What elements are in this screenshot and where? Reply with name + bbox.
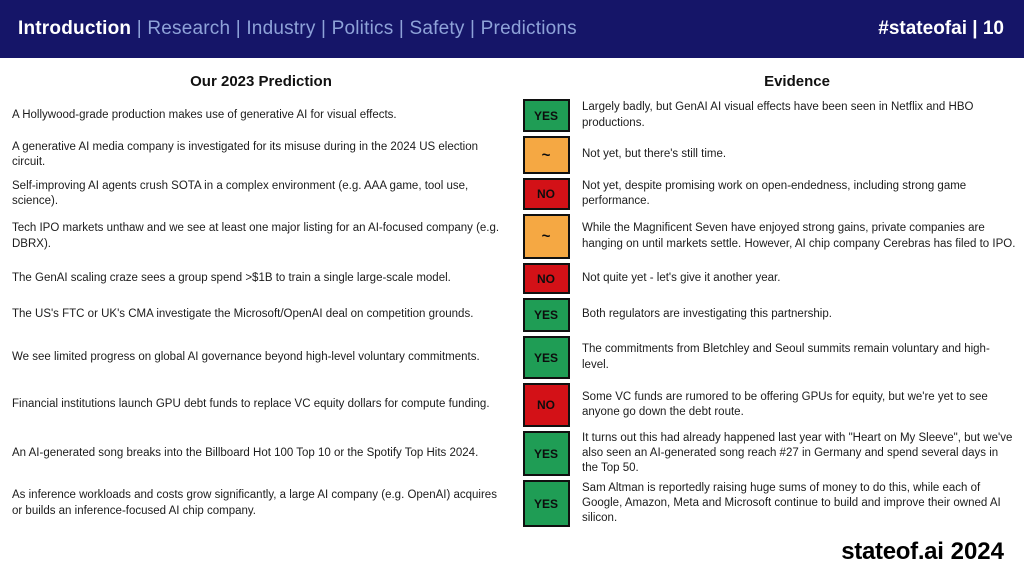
- evidence-text: The commitments from Bletchley and Seoul…: [582, 343, 990, 371]
- evidence-text: Not yet, but there's still time.: [582, 148, 727, 161]
- status-badge-cell: ~: [522, 212, 570, 261]
- prediction-text: As inference workloads and costs grow si…: [12, 489, 497, 517]
- status-badge: NO: [522, 383, 570, 427]
- evidence-text: Not quite yet - let's give it another ye…: [582, 271, 781, 284]
- nav-item-introduction[interactable]: Introduction: [18, 18, 132, 39]
- status-badge: YES: [522, 298, 570, 332]
- prediction-text: Self-improving AI agents crush SOTA in a…: [12, 179, 469, 207]
- prediction-column-header: Our 2023 Prediction: [190, 73, 332, 90]
- column-headers: Our 2023 Prediction Evidence: [0, 73, 1024, 90]
- footer-year: 2024: [950, 538, 1004, 565]
- nav-separator: |: [464, 18, 481, 39]
- nav-item-research[interactable]: Research: [147, 18, 231, 39]
- footer-brand: stateof.ai 2024: [841, 538, 1004, 566]
- status-badge: YES: [522, 431, 570, 476]
- status-badge: YES: [522, 480, 570, 527]
- table-row: An AI-generated song breaks into the Bil…: [0, 429, 1024, 478]
- status-badge-cell: NO: [522, 176, 570, 212]
- prediction-text: Tech IPO markets unthaw and we see at le…: [12, 222, 500, 250]
- prediction-text: The GenAI scaling craze sees a group spe…: [12, 271, 451, 284]
- table-row: Self-improving AI agents crush SOTA in a…: [0, 176, 1024, 212]
- status-badge: YES: [522, 336, 570, 379]
- table-row: Financial institutions launch GPU debt f…: [0, 381, 1024, 429]
- table-row: A generative AI media company is investi…: [0, 134, 1024, 176]
- evidence-text: Both regulators are investigating this p…: [582, 308, 832, 321]
- table-row: We see limited progress on global AI gov…: [0, 334, 1024, 381]
- status-badge-cell: YES: [522, 429, 570, 478]
- evidence-text: Largely badly, but GenAI AI visual effec…: [582, 101, 974, 129]
- hashtag-page-number: #stateofai | 10: [878, 18, 1004, 39]
- prediction-text: A generative AI media company is investi…: [12, 140, 479, 168]
- evidence-text: Sam Altman is reportedly raising huge su…: [582, 481, 1001, 525]
- prediction-text: The US's FTC or UK's CMA investigate the…: [12, 308, 474, 321]
- prediction-text: We see limited progress on global AI gov…: [12, 350, 480, 363]
- evidence-text: Not yet, despite promising work on open-…: [582, 179, 967, 207]
- prediction-text: A Hollywood-grade production makes use o…: [12, 108, 397, 121]
- nav-item-politics[interactable]: Politics: [331, 18, 394, 39]
- nav-separator: |: [393, 18, 410, 39]
- status-badge: NO: [522, 178, 570, 210]
- status-badge: YES: [522, 99, 570, 132]
- evidence-text: While the Magnificent Seven have enjoyed…: [582, 222, 1016, 250]
- evidence-text: It turns out this had already happened l…: [582, 431, 1013, 475]
- evidence-column-header: Evidence: [764, 73, 830, 90]
- status-badge: ~: [522, 214, 570, 259]
- status-badge: ~: [522, 136, 570, 174]
- prediction-text: An AI-generated song breaks into the Bil…: [12, 446, 479, 459]
- table-row: A Hollywood-grade production makes use o…: [0, 97, 1024, 134]
- status-badge-cell: NO: [522, 261, 570, 296]
- evidence-text: Some VC funds are rumored to be offering…: [582, 390, 988, 418]
- table-row: As inference workloads and costs grow si…: [0, 478, 1024, 529]
- status-badge-cell: NO: [522, 381, 570, 429]
- table-row: The US's FTC or UK's CMA investigate the…: [0, 296, 1024, 334]
- nav-item-predictions[interactable]: Predictions: [480, 18, 577, 39]
- status-badge-cell: YES: [522, 97, 570, 134]
- nav-item-safety[interactable]: Safety: [409, 18, 465, 39]
- status-badge-cell: YES: [522, 334, 570, 381]
- nav-separator: |: [315, 18, 332, 39]
- table-row: The GenAI scaling craze sees a group spe…: [0, 261, 1024, 296]
- header-nav: Introduction | Research | Industry | Pol…: [18, 18, 577, 40]
- nav-separator: |: [131, 18, 148, 39]
- badge-column-spacer: [522, 73, 570, 90]
- predictions-table: A Hollywood-grade production makes use o…: [0, 97, 1024, 529]
- nav-item-industry[interactable]: Industry: [246, 18, 316, 39]
- footer-brand-name: stateof.ai: [841, 538, 944, 565]
- header-bar: Introduction | Research | Industry | Pol…: [0, 0, 1024, 58]
- status-badge-cell: YES: [522, 478, 570, 529]
- table-row: Tech IPO markets unthaw and we see at le…: [0, 212, 1024, 261]
- status-badge: NO: [522, 263, 570, 294]
- status-badge-cell: YES: [522, 296, 570, 334]
- prediction-text: Financial institutions launch GPU debt f…: [12, 398, 490, 411]
- status-badge-cell: ~: [522, 134, 570, 176]
- nav-separator: |: [230, 18, 247, 39]
